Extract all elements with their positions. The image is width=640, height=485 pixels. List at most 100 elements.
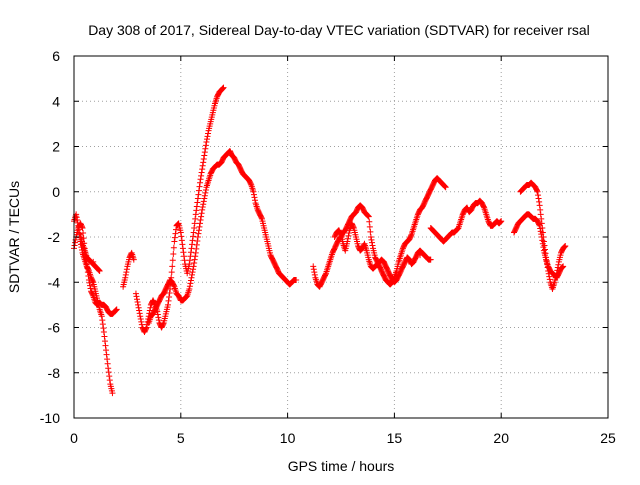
data-point xyxy=(555,261,562,268)
data-point xyxy=(195,230,202,237)
data-point xyxy=(190,266,197,273)
data-point xyxy=(192,253,199,260)
data-point xyxy=(165,297,172,304)
data-point xyxy=(380,258,387,265)
data-point xyxy=(561,244,568,251)
data-point xyxy=(187,277,194,284)
data-point xyxy=(202,142,209,149)
series-arc-k xyxy=(517,179,569,293)
data-point xyxy=(346,230,353,237)
data-point xyxy=(143,325,150,332)
data-point xyxy=(202,145,209,152)
data-point xyxy=(205,130,212,137)
data-point xyxy=(169,257,176,264)
y-tick-label: -2 xyxy=(48,229,61,245)
data-point xyxy=(170,282,177,289)
data-point xyxy=(536,202,543,209)
data-point xyxy=(164,301,171,308)
data-point xyxy=(137,316,144,323)
data-point xyxy=(98,313,105,320)
data-point xyxy=(87,285,94,292)
y-tick-label: 6 xyxy=(52,48,60,64)
data-point xyxy=(542,250,549,257)
data-point xyxy=(202,189,209,196)
x-tick-label: 5 xyxy=(177,430,185,446)
data-point xyxy=(135,301,142,308)
data-point xyxy=(189,237,196,244)
data-point xyxy=(367,228,374,235)
data-point xyxy=(539,229,546,236)
data-point xyxy=(247,180,254,187)
data-point xyxy=(112,307,119,314)
data-point xyxy=(366,223,373,230)
data-point xyxy=(187,249,194,256)
data-point xyxy=(368,239,375,246)
data-point xyxy=(135,304,142,311)
data-point xyxy=(160,321,167,328)
data-point xyxy=(200,155,207,162)
data-point xyxy=(194,199,201,206)
data-point xyxy=(99,317,106,324)
data-point xyxy=(541,242,548,249)
data-point xyxy=(137,313,144,320)
data-point xyxy=(85,273,92,280)
data-point xyxy=(191,256,198,263)
data-point xyxy=(365,213,372,220)
data-point xyxy=(322,271,329,278)
data-point xyxy=(96,267,103,274)
data-point xyxy=(103,351,110,358)
data-point xyxy=(195,227,202,234)
data-point xyxy=(181,253,188,260)
data-point xyxy=(258,214,265,221)
series-arc-b xyxy=(71,220,120,317)
data-point xyxy=(198,213,205,220)
y-tick-label: 2 xyxy=(52,139,60,155)
data-point xyxy=(86,279,93,286)
data-point xyxy=(541,246,548,253)
data-point xyxy=(104,360,111,367)
data-point xyxy=(106,377,113,384)
data-point xyxy=(138,318,145,325)
data-point xyxy=(188,274,195,281)
series-arc-h xyxy=(331,220,434,286)
y-tick-label: -4 xyxy=(48,274,61,290)
data-point xyxy=(561,243,568,250)
data-point xyxy=(186,283,193,290)
data-point xyxy=(198,210,205,217)
data-point xyxy=(198,172,205,179)
data-point xyxy=(190,229,197,236)
data-point xyxy=(178,233,185,240)
data-point xyxy=(559,263,566,270)
data-point xyxy=(533,187,540,194)
data-point xyxy=(198,169,205,176)
data-point xyxy=(192,215,199,222)
data-point xyxy=(191,220,198,227)
data-point xyxy=(537,206,544,213)
data-point xyxy=(442,184,449,191)
data-point xyxy=(204,133,211,140)
data-point xyxy=(545,267,552,274)
data-point xyxy=(96,267,103,274)
data-point xyxy=(133,293,140,300)
data-point xyxy=(190,233,197,240)
x-axis-label: GPS time / hours xyxy=(288,458,395,474)
data-point xyxy=(122,271,129,278)
data-point xyxy=(113,306,120,313)
data-point xyxy=(186,261,193,268)
data-point xyxy=(193,207,200,214)
data-point xyxy=(199,206,206,213)
data-point xyxy=(196,183,203,190)
data-point xyxy=(100,325,107,332)
data-point xyxy=(220,84,227,91)
data-point xyxy=(199,162,206,169)
data-point xyxy=(134,296,141,303)
data-point xyxy=(193,203,200,210)
data-point xyxy=(99,321,106,328)
data-point xyxy=(89,278,96,285)
data-point xyxy=(197,179,204,186)
data-point xyxy=(188,245,195,252)
data-point xyxy=(200,198,207,205)
data-point xyxy=(369,242,376,249)
data-point xyxy=(194,237,201,244)
